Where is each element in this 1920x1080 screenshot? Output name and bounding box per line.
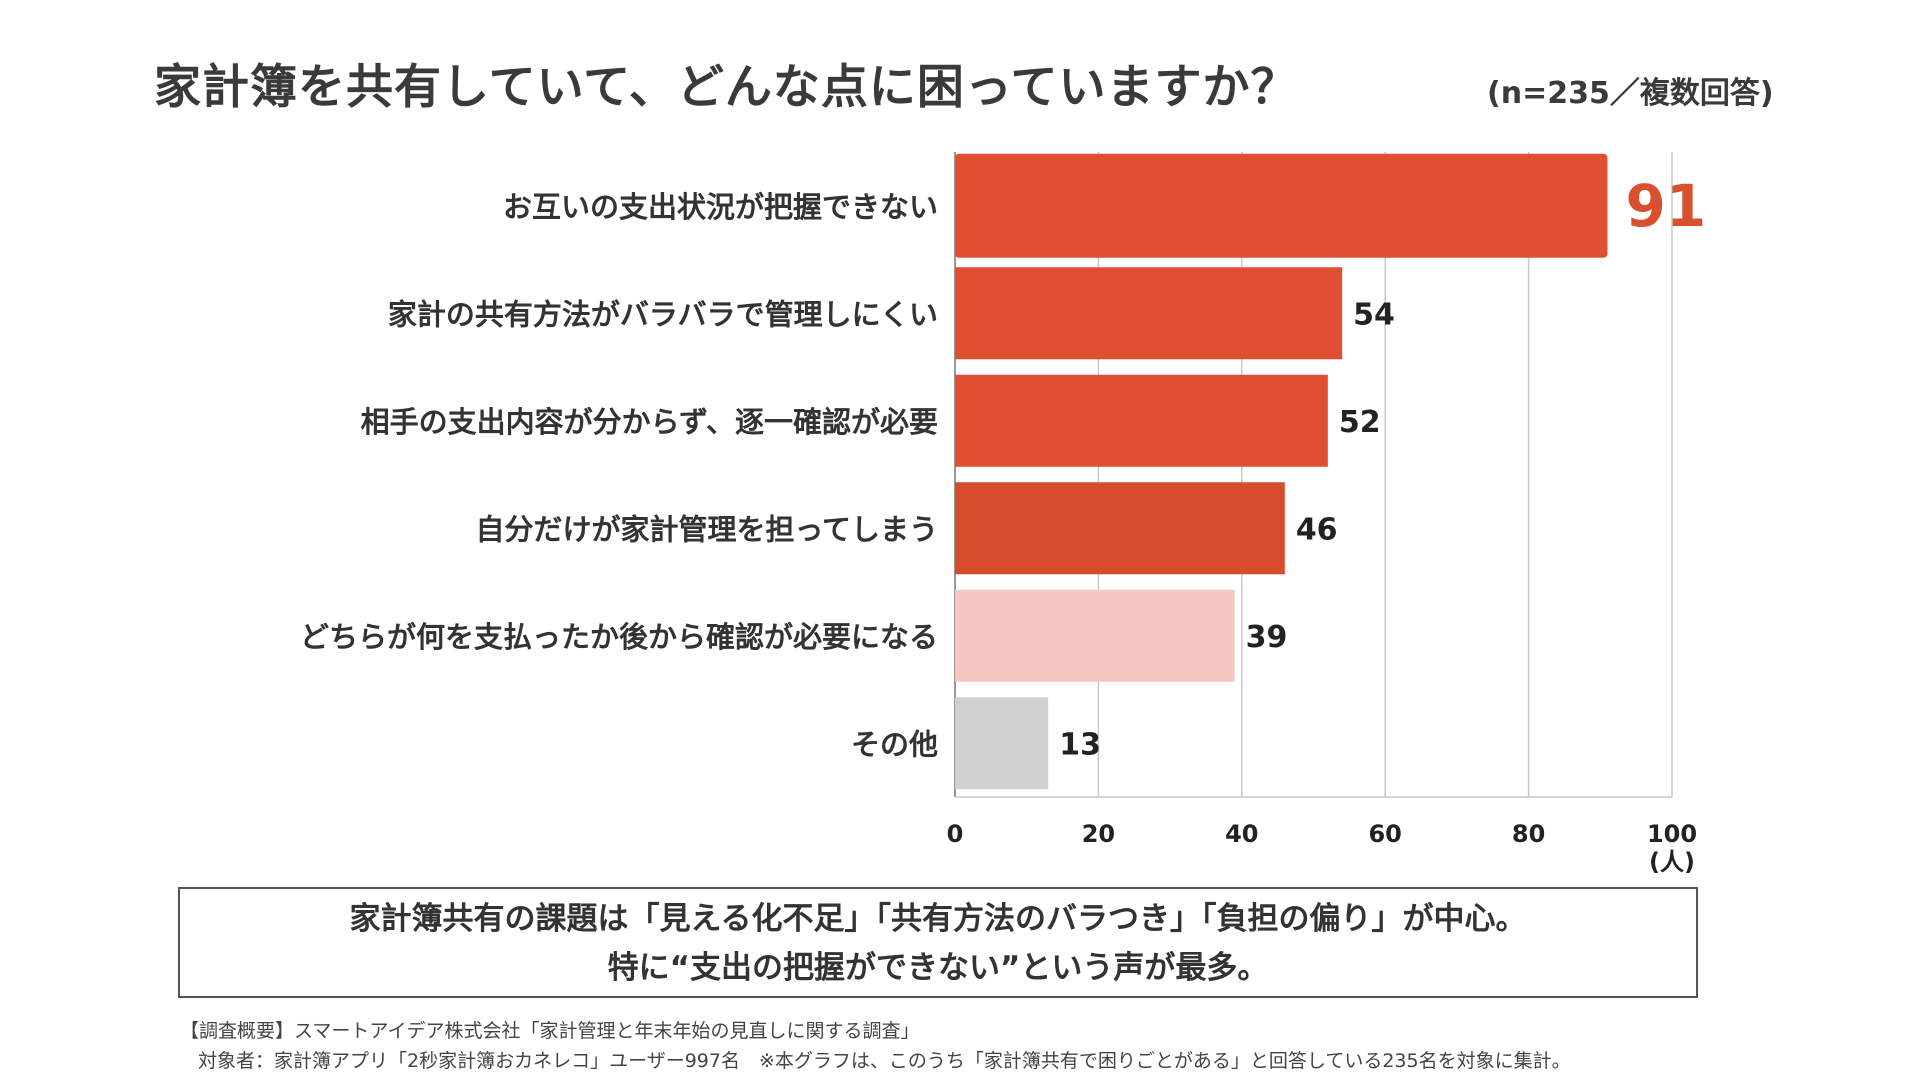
gridlines [954,152,1673,798]
x-axis-unit: (人) [1649,848,1695,876]
bar [955,482,1285,575]
category-label: どちらが何を支払ったか後から確認が必要になる [300,620,938,654]
value-label: 91 [1625,172,1706,240]
bar [955,697,1049,790]
chart-title: 家計簿を共有していて、どんな点に困っていますか？ [154,60,1299,115]
category-label: 自分だけが家計管理を担ってしまう [475,512,938,546]
footer-target-note: 対象者：家計簿アプリ「2秒家計簿おカネレコ」ユーザー997名 ※本グラフは、この… [198,1050,1571,1072]
category-label: その他 [851,727,938,761]
category-labels: お互いの支出状況が把握できない家計の共有方法がバラバラで管理しにくい相手の支出内… [300,190,938,762]
category-label: お互いの支出状況が把握できない [503,190,938,224]
summary-line-1: 家計簿共有の課題は「見える化不足」「共有方法のバラつき」「負担の偏り」が中心。 [349,901,1527,937]
x-tick-labels: 0 20 40 60 80 100 [947,820,1697,848]
value-label: 13 [1059,727,1101,762]
x-tick-label: 40 [1225,820,1258,848]
value-label: 39 [1246,620,1288,655]
bar [955,153,1608,258]
summary-line-2: 特に“支出の把握ができない”という声が最多。 [607,950,1269,986]
bar [955,374,1328,467]
value-label: 54 [1353,297,1395,332]
category-label: 相手の支出内容が分からず、逐一確認が必要 [361,405,938,439]
value-label: 52 [1339,405,1381,440]
footer-survey-overview: 【調査概要】スマートアイデア株式会社「家計管理と年末年始の見直しに関する調査」 [180,1020,920,1042]
x-tick-label: 80 [1512,820,1545,848]
value-label: 46 [1296,512,1338,547]
chart-subtitle: (n=235／複数回答) [1487,76,1774,111]
bar-chart: お互いの支出状況が把握できない家計の共有方法がバラバラで管理しにくい相手の支出内… [300,152,1706,876]
bar [955,589,1235,682]
x-tick-label: 60 [1368,820,1401,848]
x-tick-label: 100 [1647,820,1697,848]
x-tick-label: 20 [1082,820,1115,848]
category-label: 家計の共有方法がバラバラで管理しにくい [388,297,938,331]
bars [955,153,1608,790]
bar [955,267,1343,360]
value-labels: 91 54 52 46 39 13 [1059,172,1706,763]
x-tick-label: 0 [947,820,964,848]
summary-box: 家計簿共有の課題は「見える化不足」「共有方法のバラつき」「負担の偏り」が中心。 … [178,887,1698,998]
